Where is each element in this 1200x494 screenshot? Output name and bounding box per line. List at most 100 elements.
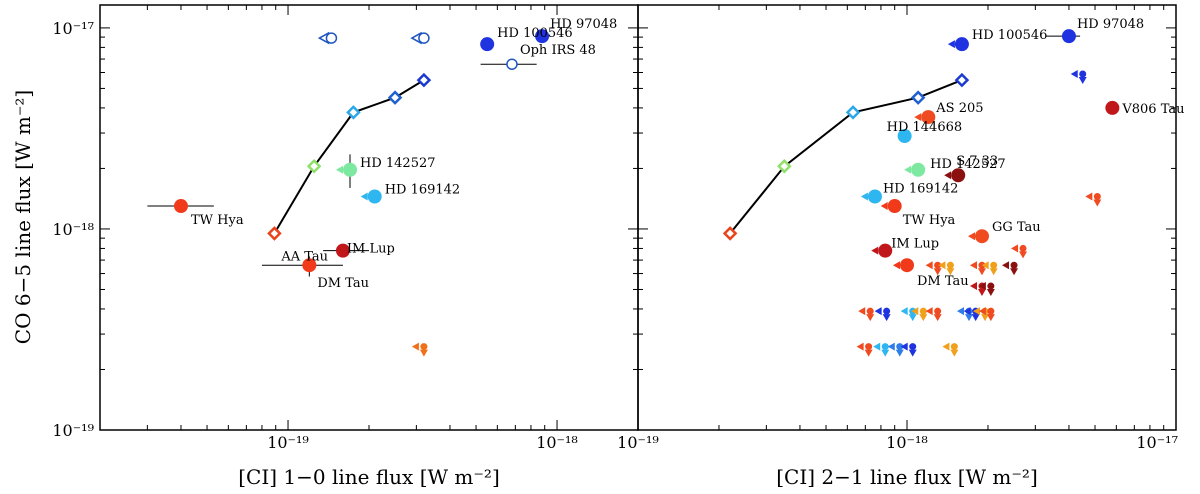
label-point-hd-100546: HD 100546 bbox=[972, 28, 1048, 43]
point-hd-169142-left-arrow bbox=[360, 192, 368, 201]
model-track-diamond-left bbox=[346, 105, 361, 120]
model-track-diamond-left bbox=[416, 72, 432, 88]
upper-limit-21-left-arrow bbox=[887, 342, 895, 351]
upper-limit-23 bbox=[950, 343, 958, 351]
label-point-hd-97048: HD 97048 bbox=[550, 17, 617, 32]
point-hd-169142-left-arrow bbox=[860, 192, 868, 201]
point-unnamed-11-left-arrow bbox=[411, 342, 419, 351]
label-point-aa-tau: AA Tau bbox=[280, 249, 328, 264]
upper-limit-5-down-arrow bbox=[946, 268, 955, 276]
upper-limit-17-left-arrow bbox=[973, 307, 981, 316]
point-gg-tau-left-arrow bbox=[967, 232, 975, 241]
model-track-layer bbox=[267, 72, 970, 241]
upper-limit-20-left-arrow bbox=[873, 342, 881, 351]
point-unnamed-11 bbox=[420, 343, 428, 351]
model-track-diamond-left bbox=[267, 226, 282, 241]
point-unnamed-9 bbox=[325, 32, 338, 44]
upper-limit-19 bbox=[865, 343, 873, 351]
point-gg-tau bbox=[974, 229, 989, 244]
upper-limit-4-down-arrow bbox=[933, 268, 942, 276]
upper-limit-21-down-arrow bbox=[895, 349, 904, 357]
upper-limit-7-left-arrow bbox=[981, 261, 989, 270]
upper-limit-21 bbox=[896, 343, 904, 351]
label-point-hd-100546: HD 100546 bbox=[497, 26, 573, 41]
upper-limit-4-left-arrow bbox=[925, 261, 933, 270]
point-hd-144668 bbox=[897, 128, 912, 143]
upper-limit-16-down-arrow bbox=[971, 314, 980, 322]
ticks-layer: 10⁻¹⁹ 10⁻¹⁸ 10⁻¹⁹ 10⁻¹⁸ 10⁻¹⁷ 10⁻¹⁹ 10⁻¹⁸ 10⁻¹⁷ bbox=[52, 5, 1178, 452]
model-track-diamond-right bbox=[910, 90, 926, 105]
upper-limit-9-down-arrow bbox=[986, 289, 995, 297]
upper-limit-13-left-arrow bbox=[911, 307, 919, 316]
point-tw-hya bbox=[173, 199, 188, 214]
upper-limit-1-left-arrow bbox=[1085, 192, 1093, 201]
y-tick-label: 10⁻¹⁹ bbox=[52, 421, 94, 440]
label-point-im-lup: IM Lup bbox=[891, 237, 939, 252]
points-layer bbox=[147, 29, 1120, 357]
label-point-oph-irs-48: Oph IRS 48 bbox=[520, 43, 596, 58]
upper-limit-16-left-arrow bbox=[963, 307, 971, 316]
point-s-7-33 bbox=[951, 168, 966, 183]
upper-limit-8-left-arrow bbox=[969, 282, 977, 291]
upper-limit-12-left-arrow bbox=[900, 307, 908, 316]
upper-limit-11 bbox=[883, 307, 891, 315]
label-point-hd-97048: HD 97048 bbox=[1077, 17, 1144, 32]
point-oph-irs-48 bbox=[506, 58, 518, 70]
upper-limit-20-down-arrow bbox=[881, 349, 890, 357]
upper-limit-20 bbox=[881, 343, 889, 351]
label-point-tw-hya: TW Hya bbox=[903, 213, 956, 228]
point-dm-tau bbox=[302, 258, 317, 273]
model-track-diamond-left bbox=[387, 90, 403, 105]
model-track-diamond-right bbox=[954, 72, 970, 88]
upper-limit-22-down-arrow bbox=[908, 349, 917, 357]
x-tick-label-right: 10⁻¹⁸ bbox=[886, 433, 928, 452]
label-point-as-205: AS 205 bbox=[935, 101, 983, 116]
upper-limit-0-left-arrow bbox=[1070, 69, 1078, 78]
upper-limit-1 bbox=[1093, 193, 1101, 201]
point-hd-142527-left-arrow bbox=[904, 165, 912, 174]
upper-limit-23-left-arrow bbox=[942, 342, 950, 351]
upper-limit-5 bbox=[946, 261, 954, 269]
upper-limit-14 bbox=[934, 307, 942, 315]
model-track-diamond-right bbox=[777, 159, 792, 174]
upper-limit-6-down-arrow bbox=[977, 268, 986, 276]
upper-limit-15-left-arrow bbox=[956, 307, 964, 316]
upper-limit-19-left-arrow bbox=[856, 342, 864, 351]
point-im-lup bbox=[878, 243, 893, 258]
left-panel-frame bbox=[99, 4, 639, 431]
label-point-hd-144668: HD 144668 bbox=[887, 120, 963, 135]
upper-limit-10 bbox=[866, 307, 874, 315]
upper-limit-10-left-arrow bbox=[858, 307, 866, 316]
point-hd-100546 bbox=[480, 37, 495, 52]
upper-limit-1-down-arrow bbox=[1093, 199, 1102, 207]
upper-limit-4 bbox=[934, 261, 942, 269]
upper-limit-3-down-arrow bbox=[1010, 268, 1019, 276]
upper-limit-3-left-arrow bbox=[1002, 261, 1010, 270]
point-im-lup bbox=[335, 243, 350, 258]
model-track-line-right bbox=[729, 79, 963, 235]
x-tick-label-left: 10⁻¹⁹ bbox=[267, 433, 309, 452]
point-unnamed-11-down-arrow bbox=[419, 349, 428, 357]
label-point-dm-tau: DM Tau bbox=[317, 276, 369, 291]
point-im-lup-left-arrow bbox=[871, 246, 879, 255]
point-hd-100546-left-arrow bbox=[947, 40, 955, 49]
y-tick-label: 10⁻¹⁸ bbox=[52, 220, 94, 239]
upper-limit-9 bbox=[987, 282, 995, 290]
upper-limit-11-left-arrow bbox=[874, 307, 882, 316]
x-tick-label-right: 10⁻¹⁷ bbox=[1136, 433, 1178, 452]
point-hd-97048 bbox=[535, 29, 550, 44]
label-point-gg-tau: GG Tau bbox=[992, 220, 1041, 235]
upper-limit-3 bbox=[1010, 261, 1018, 269]
upper-limit-18-left-arrow bbox=[978, 307, 986, 316]
label-point-im-lup: IM Lup bbox=[347, 242, 395, 257]
model-track-diamond-right bbox=[845, 105, 861, 120]
upper-limit-22 bbox=[909, 343, 917, 351]
point-dm-tau-left-arrow bbox=[893, 261, 900, 270]
y-tick-label: 10⁻¹⁷ bbox=[52, 19, 94, 38]
point-as-205-left-arrow bbox=[914, 113, 922, 122]
point-v806-tau bbox=[1105, 100, 1120, 115]
label-point-tw-hya: TW Hya bbox=[191, 213, 244, 228]
upper-limit-18 bbox=[987, 307, 995, 315]
upper-limit-8-down-arrow bbox=[977, 289, 986, 297]
label-point-hd-142527: HD 142527 bbox=[360, 156, 436, 171]
